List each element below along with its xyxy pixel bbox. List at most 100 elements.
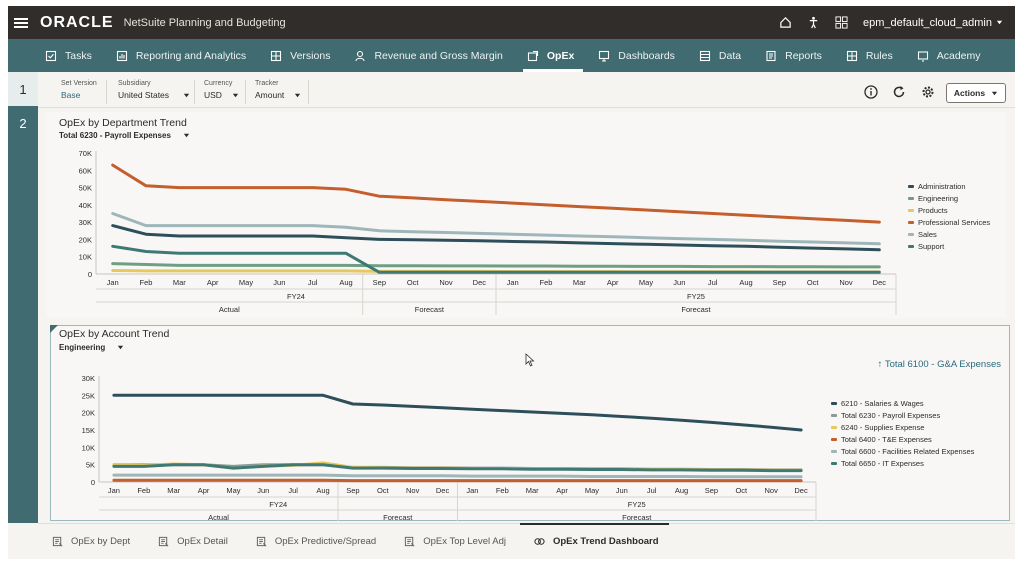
form-icon (52, 536, 63, 547)
form-icon (256, 536, 267, 547)
home-icon[interactable] (779, 16, 793, 30)
nav-item-versions[interactable]: Versions (270, 39, 341, 72)
top-bar: ORACLE NetSuite Planning and Budgeting e… (8, 6, 1015, 39)
tab-opex-detail[interactable]: OpEx Detail (158, 524, 228, 559)
tasks-icon (45, 50, 57, 61)
drill-up-icon: ↑ (877, 359, 885, 370)
legend-item[interactable]: 6210 - Salaries & Wages (831, 397, 974, 409)
pov-currency-dropdown[interactable]: USD (204, 90, 239, 100)
x-tick-label: Oct (735, 486, 748, 495)
scenario-group-label: Forecast (681, 305, 711, 314)
series-line-6210-salaries-wages[interactable] (112, 393, 803, 432)
refresh-icon[interactable] (892, 85, 906, 99)
department-selector[interactable]: Engineering (59, 343, 124, 352)
mouse-cursor-icon (525, 353, 535, 367)
year-group-label: FY24 (287, 292, 305, 301)
legend-label: Sales (918, 229, 937, 239)
info-icon[interactable] (864, 85, 878, 99)
x-tick-label: Feb (137, 486, 150, 495)
legend-item[interactable]: Administration (908, 180, 990, 192)
nav-item-label: Reports (785, 49, 822, 62)
legend-label: Total 6600 - Facilities Related Expenses (841, 446, 975, 456)
app-title: NetSuite Planning and Budgeting (123, 16, 286, 29)
account-selector[interactable]: Total 6230 - Payroll Expenses (59, 131, 190, 140)
legend-item[interactable]: Professional Services (908, 216, 990, 228)
nav-item-dashboards[interactable]: Dashboards (598, 39, 686, 72)
legend-item[interactable]: Support (908, 240, 990, 252)
x-tick-label: Oct (407, 278, 420, 287)
legend-item[interactable]: Total 6400 - T&E Expenses (831, 433, 974, 445)
legend-item[interactable]: Total 6600 - Facilities Related Expenses (831, 445, 974, 457)
tab-label: OpEx Predictive/Spread (274, 536, 377, 547)
nav-item-reporting-and-analytics[interactable]: Reporting and Analytics (116, 39, 257, 72)
pov-tracker: Tracker Amount (255, 80, 301, 100)
x-tick-label: Sep (373, 278, 386, 287)
nav-item-opex[interactable]: OpEx (522, 39, 585, 72)
series-line-support[interactable] (111, 244, 881, 274)
series-line-sales[interactable] (111, 212, 881, 246)
legend-swatch (831, 461, 837, 465)
nav-item-label: Academy (936, 49, 981, 62)
legend-item[interactable]: Total 6650 - IT Expenses (831, 457, 974, 469)
drill-link[interactable]: ↑ Total 6100 - G&A Expenses (878, 359, 1001, 370)
x-tick-label: Jul (708, 278, 718, 287)
y-tick-label: 20K (82, 409, 95, 418)
pov-currency-label: Currency (204, 80, 233, 87)
left-rail: 1 2 (8, 72, 38, 523)
scenario-group-label: Actual (219, 305, 240, 314)
nav-item-rules[interactable]: Rules (846, 39, 904, 72)
menu-icon[interactable] (14, 16, 28, 30)
x-tick-label: Jul (308, 278, 318, 287)
chevron-down-icon (991, 91, 998, 95)
pov-set-version-value[interactable]: Base (61, 90, 81, 100)
nav-item-academy[interactable]: Academy (917, 39, 992, 72)
scenario-group-label: Forecast (622, 513, 652, 521)
nav-item-data[interactable]: Data (699, 39, 752, 72)
y-tick-label: 25K (82, 391, 95, 400)
pov-subsidiary-dropdown[interactable]: United States (118, 90, 190, 100)
tab-opex-by-dept[interactable]: OpEx by Dept (52, 524, 130, 559)
legend-item[interactable]: Engineering (908, 192, 990, 204)
y-tick-label: 60K (79, 166, 92, 175)
legend-item[interactable]: 6240 - Supplies Expense (831, 421, 974, 433)
legend-label: Products (918, 205, 948, 215)
x-tick-label: Apr (198, 486, 210, 495)
nav-item-label: Rules (865, 49, 893, 62)
legend-item[interactable]: Sales (908, 228, 990, 240)
accessibility-icon[interactable] (807, 16, 821, 30)
user-menu[interactable]: epm_default_cloud_admin (863, 17, 1003, 29)
legend-item[interactable]: Products (908, 204, 990, 216)
grid-icon[interactable] (835, 16, 849, 30)
year-group-label: FY24 (269, 500, 287, 509)
account-trend-chart: 0 5K 10K 15K 20K 25K 30K Jan Feb Mar Apr May Jun Jul A… (82, 374, 817, 521)
legend-item[interactable]: Total 6230 - Payroll Expenses (831, 409, 974, 421)
series-line-total-6600-facilities-related-expenses[interactable] (112, 473, 803, 479)
scenario-group-label: Forecast (383, 513, 413, 521)
series-line-professional-services[interactable] (111, 163, 881, 224)
tab-opex-predictive-spread[interactable]: OpEx Predictive/Spread (256, 524, 376, 559)
nav-item-tasks[interactable]: Tasks (45, 39, 103, 72)
opex-icon (527, 50, 538, 61)
actions-button[interactable]: Actions (946, 83, 1006, 103)
versions-icon (271, 50, 282, 61)
year-group-label: FY25 (687, 292, 705, 301)
nav-item-revenue-and-gross-margin[interactable]: Revenue and Gross Margin (354, 39, 513, 72)
legend-label: 6240 - Supplies Expense (841, 422, 925, 432)
data-icon (699, 50, 710, 61)
settings-icon[interactable] (921, 85, 935, 99)
series-line-engineering[interactable] (111, 262, 881, 269)
tab-opex-trend-dashboard[interactable]: OpEx Trend Dashboard (520, 523, 669, 559)
nav-item-reports[interactable]: Reports (765, 39, 833, 72)
series-line-total-6650-it-expenses[interactable] (112, 463, 803, 473)
x-tick-label: Nov (765, 486, 779, 495)
legend-label: Engineering (918, 193, 959, 203)
brand-logo: ORACLE (40, 13, 114, 31)
tab-opex-top-level-adj[interactable]: OpEx Top Level Adj (404, 524, 506, 559)
rail-item-1[interactable]: 1 (8, 72, 38, 106)
x-tick-label: Jul (647, 486, 657, 495)
rail-item-2[interactable]: 2 (19, 115, 27, 131)
legend-swatch (908, 184, 914, 188)
pov-tracker-value: Amount (255, 90, 285, 100)
series-line-administration[interactable] (111, 224, 881, 252)
pov-tracker-dropdown[interactable]: Amount (255, 90, 301, 100)
